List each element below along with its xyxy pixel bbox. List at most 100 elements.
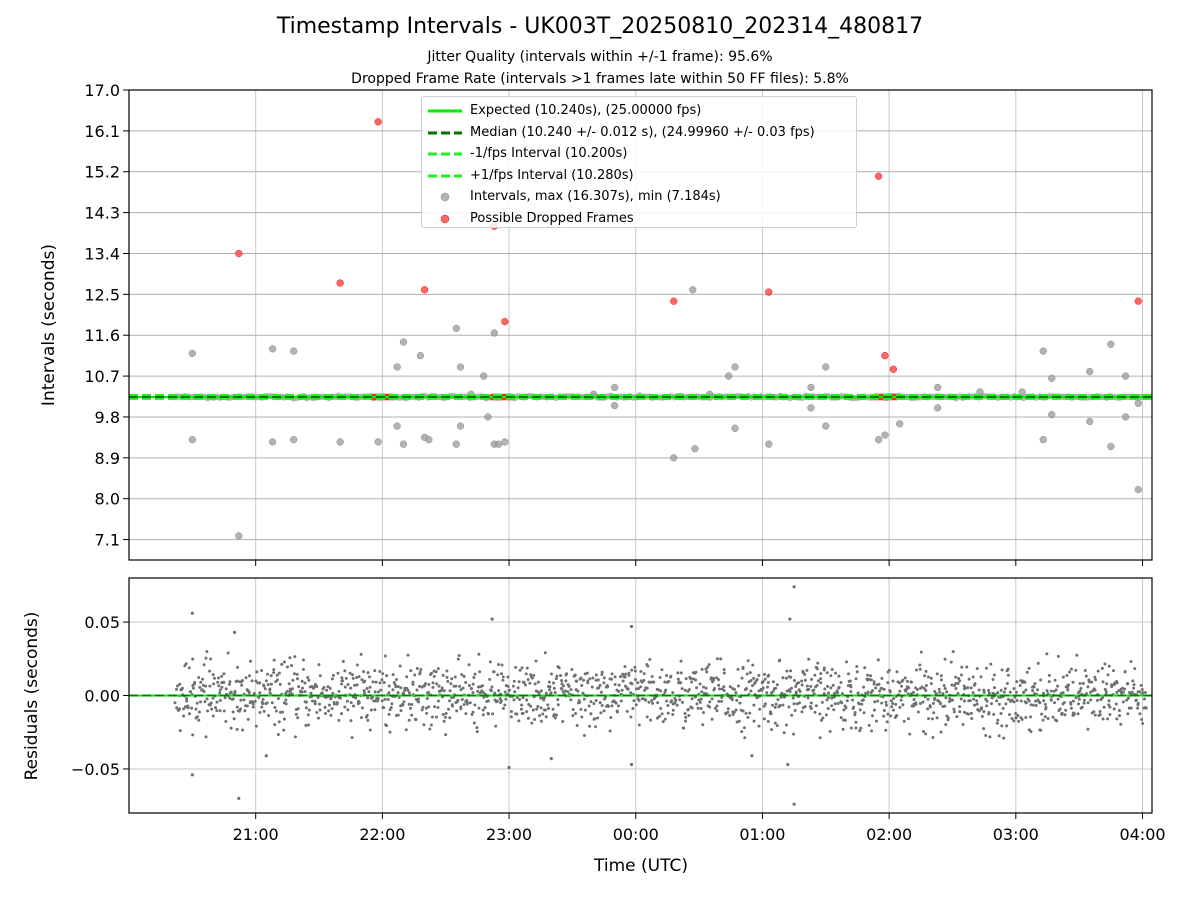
- residual-point: [456, 698, 460, 702]
- residual-point: [226, 651, 230, 655]
- residual-point: [1012, 719, 1016, 723]
- residual-point: [255, 670, 259, 674]
- residual-point: [582, 734, 586, 738]
- residual-point: [846, 684, 850, 688]
- residual-point: [525, 666, 529, 670]
- residual-point: [501, 678, 505, 682]
- residual-point: [990, 702, 994, 706]
- residual-point: [700, 667, 704, 671]
- residual-point: [617, 683, 621, 687]
- residual-point: [939, 730, 943, 734]
- residual-point: [1129, 659, 1133, 663]
- residual-point: [964, 686, 968, 690]
- top-y-tick-label: 7.1: [95, 531, 120, 550]
- interval-point: [1039, 436, 1047, 444]
- residual-point: [197, 718, 201, 722]
- residual-point: [346, 708, 350, 712]
- residual-point: [1001, 706, 1005, 710]
- residual-point: [445, 669, 449, 673]
- residual-point: [535, 707, 539, 711]
- interval-point: [1107, 340, 1115, 348]
- residual-point: [407, 702, 411, 706]
- residual-point: [362, 670, 366, 674]
- residual-point: [576, 689, 580, 693]
- residual-point: [789, 669, 793, 673]
- residual-point: [737, 719, 741, 723]
- residual-point: [604, 695, 608, 699]
- residual-point: [526, 716, 530, 720]
- residual-point: [927, 717, 931, 721]
- residual-point: [351, 673, 355, 677]
- residual-point: [931, 735, 935, 739]
- residual-point: [477, 652, 481, 656]
- residual-point: [296, 677, 300, 681]
- bottom-y-tick-label: −0.05: [71, 760, 120, 779]
- residual-point: [793, 709, 797, 713]
- residual-point: [918, 663, 922, 667]
- residual-point: [304, 723, 308, 727]
- residual-point: [1015, 698, 1019, 702]
- residual-point: [1005, 724, 1009, 728]
- interval-point: [393, 422, 401, 430]
- residual-point: [444, 733, 448, 737]
- residual-point: [295, 672, 299, 676]
- residual-point: [180, 686, 184, 690]
- residual-point: [497, 662, 501, 666]
- residual-point: [174, 687, 178, 691]
- residual-point: [952, 710, 956, 714]
- residual-point: [1045, 652, 1049, 656]
- residual-point: [575, 723, 579, 727]
- residual-point: [588, 677, 592, 681]
- interval-point: [1121, 413, 1130, 421]
- residual-point: [1093, 688, 1097, 692]
- residual-point: [1069, 667, 1073, 671]
- residual-point: [477, 706, 481, 710]
- residual-point: [318, 674, 322, 678]
- residual-point: [1077, 702, 1081, 706]
- residual-point: [269, 682, 273, 686]
- residual-point: [525, 710, 529, 714]
- residual-point: [379, 688, 383, 692]
- chart-legend: Expected (10.240s), (25.00000 fps) Media…: [421, 96, 857, 228]
- residual-point: [995, 699, 999, 703]
- residual-point: [861, 698, 865, 702]
- residual-point: [1105, 682, 1109, 686]
- residual-point: [360, 716, 364, 720]
- dropped-frame-point: [881, 352, 889, 360]
- residual-point: [212, 676, 216, 680]
- residual-point: [832, 708, 836, 712]
- residual-point: [748, 671, 752, 675]
- residual-point: [415, 688, 419, 692]
- residual-point: [761, 680, 765, 684]
- residual-point: [178, 707, 182, 711]
- residual-point: [875, 719, 879, 723]
- residual-point: [341, 679, 345, 683]
- dropped-frame-point: [874, 172, 883, 180]
- residual-point: [214, 706, 218, 710]
- residual-point: [616, 704, 620, 708]
- residual-point: [1138, 690, 1142, 694]
- residual-point: [1024, 688, 1028, 692]
- residual-point: [575, 679, 579, 683]
- residual-point: [973, 682, 977, 686]
- residual-point: [982, 727, 986, 731]
- residual-point: [977, 688, 981, 692]
- residual-point: [1065, 674, 1069, 678]
- residual-point: [749, 689, 753, 693]
- residual-point: [899, 698, 903, 702]
- residual-point: [694, 670, 698, 674]
- residual-point: [431, 685, 435, 689]
- residual-point: [878, 689, 882, 693]
- residual-point: [853, 711, 857, 715]
- residual-point: [669, 674, 673, 678]
- residual-point: [665, 699, 669, 703]
- residual-point: [475, 730, 479, 734]
- interval-point: [290, 347, 298, 355]
- dropped-frame-point: [1134, 297, 1142, 305]
- residual-point: [209, 657, 213, 661]
- residual-point: [766, 680, 770, 684]
- residual-point: [231, 710, 235, 714]
- residual-point: [427, 682, 431, 686]
- residual-point: [960, 665, 964, 669]
- residual-point: [365, 686, 369, 690]
